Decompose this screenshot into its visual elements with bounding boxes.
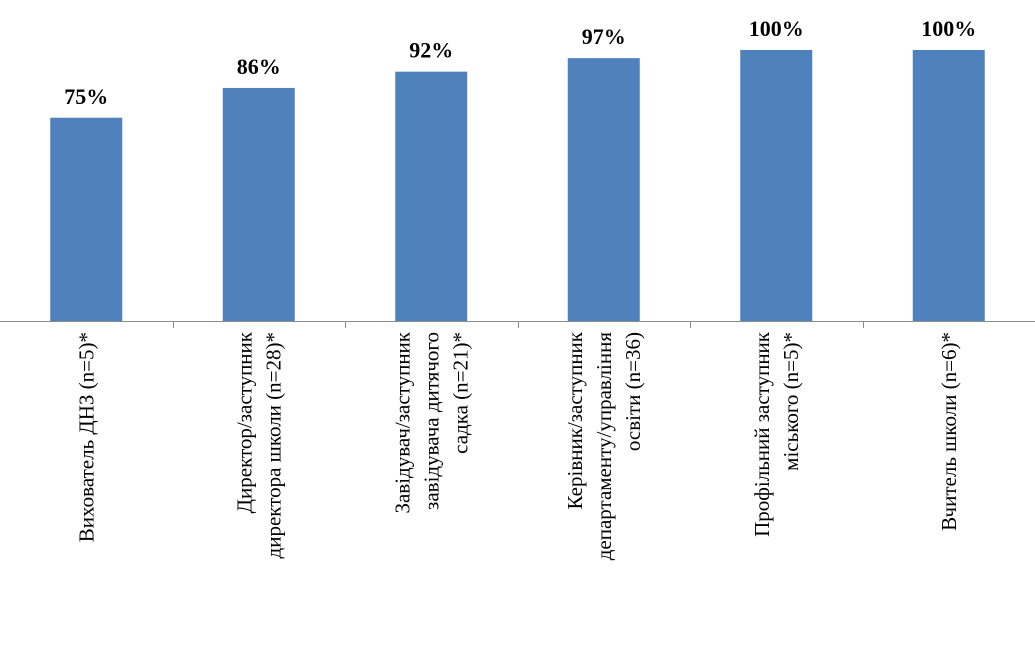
- category-label-line: департаменту/управління: [592, 332, 616, 561]
- bar-value-label: 100%: [749, 16, 804, 41]
- bar: [395, 71, 468, 322]
- bar-value-label: 92%: [409, 38, 453, 63]
- bars-group: [50, 50, 985, 322]
- category-label-line: освіти (n=36): [621, 332, 645, 451]
- category-label-line: Керівник/заступник: [563, 331, 587, 509]
- category-label: Директор/заступник директора школи (n=28)…: [233, 331, 286, 558]
- bar: [567, 58, 640, 321]
- bar: [740, 50, 813, 321]
- bar: [50, 117, 123, 321]
- category-label: Вихователь ДНЗ (n=5)*: [75, 332, 99, 542]
- category-label-line: садка (n=21)*: [449, 332, 473, 454]
- bar-value-label: 86%: [237, 54, 281, 79]
- bar: [912, 50, 985, 321]
- bar-value-label: 97%: [582, 24, 626, 49]
- category-labels-group: Вихователь ДНЗ (n=5)* Директор/заступник д…: [75, 331, 961, 560]
- value-labels-group: 75% 86% 92% 97% 100% 100%: [64, 16, 976, 109]
- x-axis-ticks: [173, 321, 864, 328]
- bar: [222, 87, 295, 321]
- category-label-line: директора школи (n=28)*: [262, 332, 286, 558]
- bar-value-label: 100%: [921, 16, 976, 41]
- category-label-line: Вихователь ДНЗ (n=5)*: [75, 332, 99, 542]
- bar-value-label: 75%: [64, 84, 108, 109]
- category-label-line: міського (n=5)*: [779, 332, 803, 471]
- category-label-line: Директор/заступник: [233, 331, 257, 513]
- category-label: Керівник/заступник департаменту/управлінн…: [563, 331, 645, 560]
- category-label-line: Профільний заступник: [750, 331, 774, 537]
- category-label: Завідувач/заступник завідувача дитячого са…: [391, 331, 473, 513]
- category-label: Профільний заступник міського (n=5)*: [750, 331, 803, 537]
- category-label-line: завідувача дитячого: [420, 332, 444, 510]
- category-label: Вчитель школи (n=6)*: [937, 332, 961, 531]
- category-label-line: Вчитель школи (n=6)*: [937, 332, 961, 531]
- category-label-line: Завідувач/заступник: [391, 331, 415, 513]
